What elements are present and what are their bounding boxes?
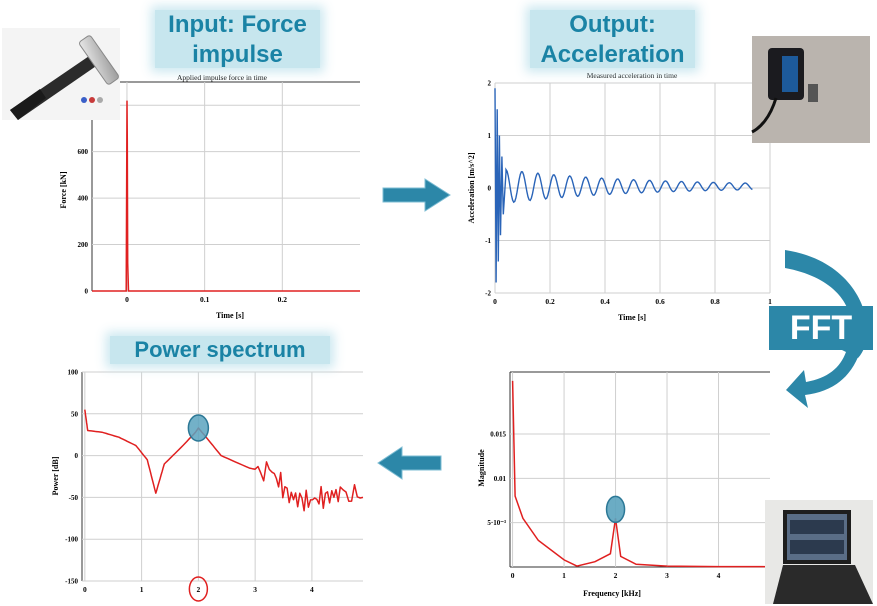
magnitude-peak-highlight bbox=[605, 495, 626, 524]
laptop-photo bbox=[765, 500, 873, 604]
input-label: Input: Force impulse bbox=[155, 10, 320, 68]
magnitude-chart-ylabel: Magnitude bbox=[477, 449, 486, 487]
acceleration-chart-title: Measured acceleration in time bbox=[587, 71, 678, 80]
y-tick-label: -100 bbox=[65, 536, 78, 544]
y-tick-label: 400 bbox=[78, 195, 89, 203]
magnitude-chart-grid bbox=[510, 372, 770, 567]
y-tick-label: 600 bbox=[78, 148, 89, 156]
x-tick-label: 3 bbox=[253, 585, 257, 594]
force-chart-ticks: 00.10.20200400600800 bbox=[78, 102, 288, 304]
acceleration-chart-grid bbox=[494, 82, 771, 294]
arrow-left bbox=[377, 446, 442, 480]
y-tick-label: 50 bbox=[71, 410, 79, 418]
x-tick-label: 2 bbox=[196, 585, 200, 594]
y-tick-label: 0 bbox=[75, 452, 79, 460]
force-chart-title: Applied impulse force in time bbox=[177, 73, 268, 82]
power-spectrum-label: Power spectrum bbox=[110, 336, 330, 364]
x-tick-label: 4 bbox=[310, 585, 314, 594]
x-tick-label: 4 bbox=[717, 571, 721, 580]
x-tick-label: 0.6 bbox=[655, 297, 665, 306]
x-tick-label: 1 bbox=[562, 571, 566, 580]
magnitude-chart: 0 1 2 3 4 5·10⁻³ 0.01 0.015 Frequency [kHz] Mag… bbox=[477, 371, 771, 598]
acceleration-chart-ticks: 0 0.2 0.4 0.6 0.8 1 -2 -1 0 1 2 bbox=[485, 80, 772, 307]
arrow-right bbox=[382, 178, 451, 212]
x-tick-label: 0 bbox=[83, 585, 87, 594]
power-chart-ticks: 0 1 2 3 4 100 50 0 -50 -100 -150 bbox=[65, 369, 314, 595]
y-tick-label: 0.015 bbox=[490, 431, 506, 439]
y-tick-label: -150 bbox=[65, 578, 78, 586]
power-chart-ylabel: Power [dB] bbox=[51, 456, 60, 495]
acceleration-chart: 0 0.2 0.4 0.6 0.8 1 -2 -1 0 1 2 Measured accelerat… bbox=[467, 71, 772, 322]
y-tick-label: 0 bbox=[488, 185, 492, 193]
x-tick-label: 0.2 bbox=[545, 297, 555, 306]
x-tick-label: 3 bbox=[665, 571, 669, 580]
power-chart: 0 1 2 3 4 100 50 0 -50 -100 -150 Power [dB] bbox=[51, 369, 364, 602]
magnitude-series-line bbox=[511, 380, 771, 568]
y-tick-label: -1 bbox=[485, 237, 491, 245]
power-chart-grid bbox=[82, 371, 363, 582]
x-tick-label: 0.2 bbox=[278, 295, 288, 304]
acceleration-chart-xlabel: Time [s] bbox=[618, 313, 646, 322]
force-chart-grid bbox=[92, 82, 360, 292]
x-tick-label: 0 bbox=[125, 295, 129, 304]
x-tick-label: 2 bbox=[614, 571, 618, 580]
hammer-photo bbox=[2, 28, 120, 120]
y-tick-label: 0.01 bbox=[494, 475, 507, 483]
force-chart-xlabel: Time [s] bbox=[216, 311, 244, 320]
x-tick-label: 0 bbox=[493, 297, 497, 306]
x-tick-label: 1 bbox=[140, 585, 144, 594]
magnitude-chart-xlabel: Frequency [kHz] bbox=[583, 589, 641, 598]
power-circled-tick bbox=[188, 576, 209, 602]
x-tick-label: 0.8 bbox=[710, 297, 720, 306]
fft-label: FFT bbox=[769, 306, 873, 350]
x-tick-label: 0.1 bbox=[200, 295, 210, 304]
power-series-line bbox=[84, 409, 364, 512]
acceleration-chart-ylabel: Acceleration [m/s^2] bbox=[467, 152, 476, 223]
y-tick-label: 5·10⁻³ bbox=[487, 519, 506, 527]
y-tick-label: 100 bbox=[68, 369, 79, 377]
y-tick-label: 200 bbox=[78, 241, 89, 249]
y-tick-label: 2 bbox=[488, 80, 492, 88]
accelerometer-photo bbox=[751, 36, 870, 143]
y-tick-label: -2 bbox=[485, 290, 491, 298]
x-tick-label: 0 bbox=[511, 571, 515, 580]
force-series-line bbox=[92, 100, 360, 292]
force-chart-ylabel: Force [kN] bbox=[59, 171, 68, 208]
power-peak-highlight bbox=[187, 414, 210, 442]
output-label: Output: Acceleration bbox=[530, 10, 695, 68]
y-tick-label: -50 bbox=[69, 494, 79, 502]
x-tick-label: 1 bbox=[768, 297, 772, 306]
magnitude-chart-ticks: 0 1 2 3 4 5·10⁻³ 0.01 0.015 bbox=[487, 431, 720, 580]
x-tick-label: 0.4 bbox=[600, 297, 610, 306]
y-tick-label: 1 bbox=[488, 132, 492, 140]
y-tick-label: 0 bbox=[85, 288, 89, 296]
acceleration-series-line bbox=[494, 88, 753, 283]
